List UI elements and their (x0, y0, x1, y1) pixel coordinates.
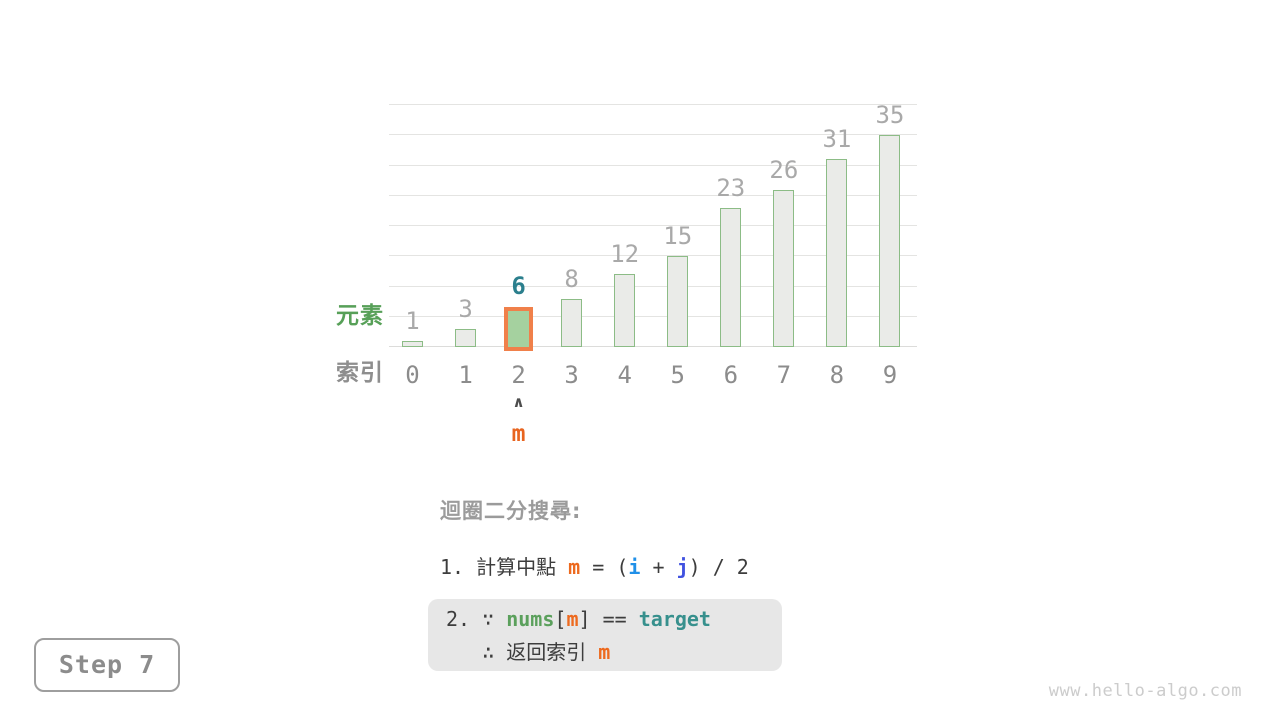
pointer-m-label: m (511, 421, 526, 447)
gridline (389, 315, 917, 317)
bar-value-label: 31 (822, 125, 852, 154)
bar (773, 189, 795, 347)
bar-value-label: 1 (405, 306, 420, 335)
gridline (389, 255, 917, 257)
code-token: target (638, 607, 711, 631)
code-token: m (566, 607, 579, 631)
bar-value-label: 15 (663, 222, 693, 251)
code-token: nums (506, 607, 555, 631)
gridline (389, 346, 917, 347)
index-label: 1 (458, 361, 473, 389)
annotation-step2-line2: ∴ 返回索引 m (446, 636, 782, 669)
annotation-title: 迴圈二分搜尋: (440, 499, 582, 523)
bar-value-label: 8 (564, 264, 579, 293)
bar-value-label: 3 (458, 294, 473, 323)
code-token: [ (554, 607, 567, 631)
index-label: 9 (882, 361, 898, 389)
bar-value-label: 23 (716, 173, 746, 202)
bar-value-label: 12 (610, 240, 640, 269)
code-token: ] == (578, 607, 639, 631)
annotation-step2-box: 2. ∵ nums[m] == target ∴ 返回索引 m (428, 599, 782, 671)
code-token: i (628, 555, 641, 579)
bar (402, 340, 423, 347)
bar (879, 135, 901, 347)
bar (455, 328, 477, 347)
gridline (389, 285, 917, 287)
bar (826, 159, 848, 347)
annotation-step1: 1. 計算中點 m = (i + j) / 2 (440, 551, 749, 580)
step-badge: Step 7 (34, 638, 180, 692)
watermark: www.hello-algo.com (1048, 681, 1242, 701)
annotation-step2-line1: 2. ∵ nums[m] == target (446, 603, 782, 636)
code-token: ∴ 返回索引 (446, 640, 599, 664)
bar (561, 298, 583, 347)
code-token: m (598, 640, 611, 664)
index-label: 3 (564, 361, 579, 389)
code-token: m (568, 555, 581, 579)
bar-value-label: 26 (769, 155, 799, 184)
code-token: 1. 計算中點 (440, 555, 569, 579)
code-token: 2. ∵ (446, 607, 507, 631)
gridline (389, 104, 917, 105)
gridline (389, 194, 917, 196)
pointer-caret-icon: ∧ (512, 393, 525, 411)
gridline (389, 134, 917, 136)
row-label-indices: 索引 (336, 360, 384, 386)
bar (614, 274, 636, 347)
code-token: = ( (580, 555, 629, 579)
code-token: + (640, 555, 677, 579)
code-token: ) / 2 (688, 555, 749, 579)
index-label: 6 (723, 361, 739, 389)
index-label: 0 (405, 361, 420, 389)
bar-value-label: 35 (875, 101, 905, 130)
index-label: 4 (617, 361, 632, 389)
index-label: 2 (511, 361, 526, 389)
index-label: 5 (670, 361, 685, 389)
row-label-elements: 元素 (336, 303, 384, 329)
gridline (389, 164, 917, 166)
bar-highlighted (508, 310, 530, 347)
code-token: j (676, 555, 689, 579)
bar (667, 256, 689, 347)
bar (720, 207, 742, 347)
plot-area: 1 0 3 1 6 2 8 3 12 4 15 5 23 6 26 7 31 8 35 9 (389, 101, 917, 387)
index-label: 8 (829, 361, 845, 389)
gridline (389, 225, 917, 226)
bar-value-label: 6 (511, 271, 526, 300)
index-label: 7 (776, 361, 792, 389)
